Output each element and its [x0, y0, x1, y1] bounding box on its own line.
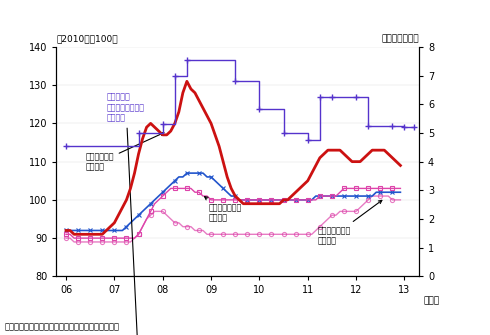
Text: 企業物価指数
（小麦）: 企業物価指数 （小麦） — [85, 133, 164, 172]
Text: （出所）総務省統計、農林水産省より大和総研作成: （出所）総務省統計、農林水産省より大和総研作成 — [5, 323, 120, 332]
Text: （2010年＝100）: （2010年＝100） — [56, 35, 118, 44]
Text: 消費者物価指数
（パン）: 消費者物価指数 （パン） — [318, 200, 382, 245]
Text: 輸入小麦の政府売り渡し価格と小麦関連の企業物価、消費者物価指数: 輸入小麦の政府売り渡し価格と小麦関連の企業物価、消費者物価指数 — [142, 13, 348, 22]
Text: （万円／トン）: （万円／トン） — [381, 35, 419, 44]
Text: 消費者物価指数
（麺類）: 消費者物価指数 （麺類） — [204, 197, 242, 222]
Text: （年）: （年） — [424, 296, 440, 306]
Text: 輸入小麦の
政府売り渡し価格
（右軸）: 輸入小麦の 政府売り渡し価格 （右軸） — [107, 93, 149, 335]
